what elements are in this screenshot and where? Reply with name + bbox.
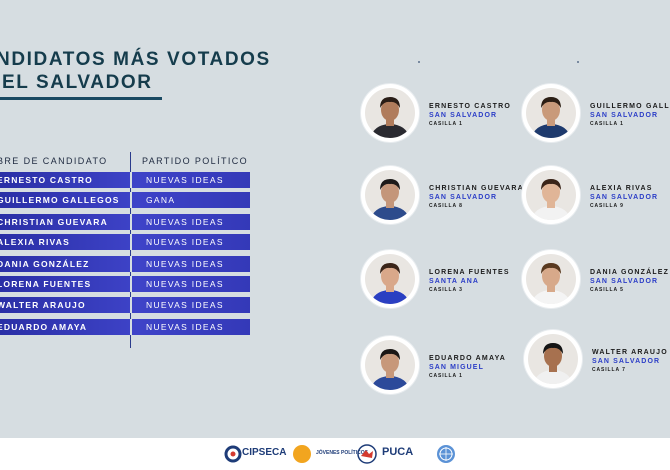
candidate-name-cell: GUILLERMO GALLEGOS xyxy=(0,195,120,205)
party-cell: NUEVAS IDEAS xyxy=(146,279,224,289)
row-separator xyxy=(130,234,132,250)
jovenes-politicos-logo: JÓVENES POLÍTICOS xyxy=(292,444,368,464)
candidate-name: EDUARDO AMAYA xyxy=(429,355,507,362)
candidate-city: SAN SALVADOR xyxy=(429,194,498,201)
row-separator xyxy=(130,319,132,335)
candidate-name-cell: EDUARDO AMAYA xyxy=(0,322,88,332)
candidate-card: LORENA FUENTES SANTA ANA CASILLA 3 xyxy=(361,250,511,320)
candidate-card: ALEXIA RIVAS SAN SALVADOR CASILLA 9 xyxy=(522,166,670,236)
candidate-city: SAN MIGUEL xyxy=(429,364,484,371)
table-divider xyxy=(130,152,131,348)
candidate-casilla: CASILLA 1 xyxy=(590,121,624,127)
candidate-photo xyxy=(522,166,580,224)
candidate-casilla: CASILLA 9 xyxy=(590,203,624,209)
table-row: ERNESTO CASTRO NUEVAS IDEAS xyxy=(0,172,250,188)
candidate-city: SANTA ANA xyxy=(429,278,480,285)
table-row: DANIA GONZÁLEZ NUEVAS IDEAS xyxy=(0,256,250,272)
column-header-party: PARTIDO POLÍTICO xyxy=(142,156,249,166)
title-line-2: EL SALVADOR xyxy=(2,72,153,93)
party-cell: NUEVAS IDEAS xyxy=(146,300,224,310)
party-cell: NUEVAS IDEAS xyxy=(146,217,224,227)
candidate-card: DANIA GONZÁLEZ SAN SALVADOR CASILLA 5 xyxy=(522,250,670,320)
row-separator xyxy=(130,256,132,272)
table-row: GUILLERMO GALLEGOS GANA xyxy=(0,192,250,208)
row-separator xyxy=(130,297,132,313)
page-title: NDIDATOS MÁS VOTADOS EL SALVADOR xyxy=(0,48,271,94)
candidate-name-cell: ERNESTO CASTRO xyxy=(0,175,93,185)
candidate-name: ERNESTO CASTRO xyxy=(429,103,512,110)
candidate-photo xyxy=(361,336,419,394)
footer-logos: CIPSECA JÓVENES POLÍTICOS PUCA UN xyxy=(0,438,670,470)
candidate-name: ALEXIA RIVAS xyxy=(590,185,653,192)
row-background xyxy=(0,256,250,272)
title-underline xyxy=(0,97,162,100)
candidate-name: CHRISTIAN GUEVARA xyxy=(429,185,524,192)
row-background xyxy=(0,214,250,230)
candidate-city: SAN SALVADOR xyxy=(590,278,659,285)
candidate-casilla: CASILLA 5 xyxy=(590,287,624,293)
table-row: EDUARDO AMAYA NUEVAS IDEAS xyxy=(0,319,250,335)
decor-dot xyxy=(577,61,579,63)
table-row: ALEXIA RIVAS NUEVAS IDEAS xyxy=(0,234,250,250)
candidate-photo xyxy=(522,250,580,308)
candidate-name-cell: LORENA FUENTES xyxy=(0,279,92,289)
candidate-photo xyxy=(361,84,419,142)
candidate-card: CHRISTIAN GUEVARA SAN SALVADOR CASILLA 8 xyxy=(361,166,523,236)
puca-logo: PUCA xyxy=(356,444,418,464)
candidate-photo xyxy=(361,250,419,308)
candidate-name-cell: ALEXIA RIVAS xyxy=(0,237,70,247)
candidate-casilla: CASILLA 8 xyxy=(429,203,463,209)
row-background xyxy=(0,276,250,292)
candidate-card: GUILLERMO GALLE SAN SALVADOR CASILLA 1 xyxy=(522,84,670,154)
candidate-name-cell: DANIA GONZÁLEZ xyxy=(0,259,90,269)
candidate-city: SAN SALVADOR xyxy=(590,112,659,119)
party-cell: NUEVAS IDEAS xyxy=(146,175,224,185)
candidate-card: EDUARDO AMAYA SAN MIGUEL CASILLA 1 xyxy=(361,336,511,406)
candidate-photo xyxy=(522,84,580,142)
candidate-name: WALTER ARAUJO xyxy=(592,349,668,356)
row-separator xyxy=(130,214,132,230)
party-cell: NUEVAS IDEAS xyxy=(146,259,224,269)
table-row: LORENA FUENTES NUEVAS IDEAS xyxy=(0,276,250,292)
candidate-photo xyxy=(361,166,419,224)
candidate-name: LORENA FUENTES xyxy=(429,269,510,276)
candidate-city: SAN SALVADOR xyxy=(429,112,498,119)
decor-dot xyxy=(418,61,420,63)
candidate-name: GUILLERMO GALLE xyxy=(590,103,670,110)
candidate-photo xyxy=(524,330,582,388)
column-header-name: BRE DE CANDIDATO xyxy=(0,156,108,166)
un-logo: UN xyxy=(436,444,460,464)
cipseca-logo: CIPSECA xyxy=(224,444,288,464)
row-background xyxy=(0,297,250,313)
candidate-city: SAN SALVADOR xyxy=(590,194,659,201)
party-cell: GANA xyxy=(146,195,176,205)
row-background xyxy=(0,192,250,208)
row-background xyxy=(0,172,250,188)
candidate-casilla: CASILLA 1 xyxy=(429,121,463,127)
candidate-casilla: CASILLA 1 xyxy=(429,373,463,379)
candidate-casilla: CASILLA 7 xyxy=(592,367,626,373)
candidate-card: WALTER ARAUJO SAN SALVADOR CASILLA 7 xyxy=(524,330,670,400)
title-line-1: NDIDATOS MÁS VOTADOS xyxy=(0,49,271,70)
row-separator xyxy=(130,192,132,208)
table-row: WALTER ARAUJO NUEVAS IDEAS xyxy=(0,297,250,313)
party-cell: NUEVAS IDEAS xyxy=(146,322,224,332)
row-separator xyxy=(130,172,132,188)
candidate-casilla: CASILLA 3 xyxy=(429,287,463,293)
table-row: CHRISTIAN GUEVARA NUEVAS IDEAS xyxy=(0,214,250,230)
candidate-name-cell: CHRISTIAN GUEVARA xyxy=(0,217,108,227)
party-cell: NUEVAS IDEAS xyxy=(146,237,224,247)
row-background xyxy=(0,234,250,250)
candidate-city: SAN SALVADOR xyxy=(592,358,661,365)
candidate-name-cell: WALTER ARAUJO xyxy=(0,300,86,310)
row-separator xyxy=(130,276,132,292)
row-background xyxy=(0,319,250,335)
candidate-name: DANIA GONZÁLEZ xyxy=(590,269,670,276)
candidate-card: ERNESTO CASTRO SAN SALVADOR CASILLA 1 xyxy=(361,84,511,154)
